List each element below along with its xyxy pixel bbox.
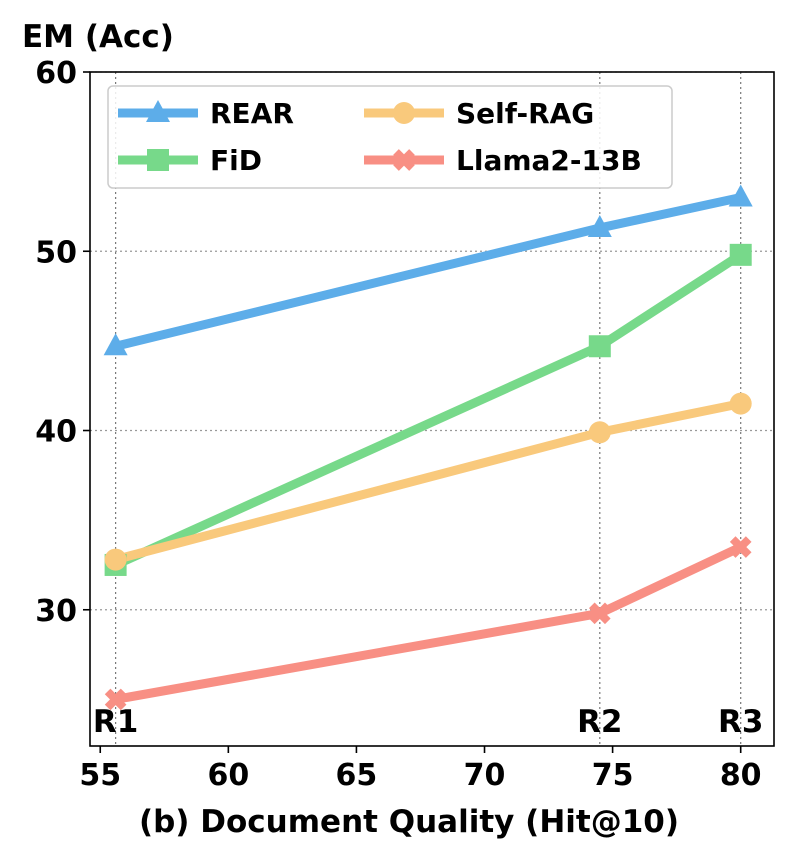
tick-layer: 55 60 65 70 75 80 30 40 50 60	[35, 56, 761, 793]
series-line	[114, 542, 743, 704]
data-point	[728, 184, 753, 207]
data-point	[104, 548, 127, 571]
x-tick-label: 60	[207, 758, 249, 793]
series-line	[114, 193, 742, 351]
data-point	[729, 536, 752, 558]
legend-label: FiD	[210, 144, 262, 177]
data-point	[588, 602, 611, 625]
y-tick-label: 50	[35, 235, 77, 270]
legend-swatch-marker	[393, 102, 415, 124]
data-point	[588, 335, 611, 358]
legend-swatch-marker	[393, 149, 415, 171]
data-point	[587, 214, 612, 237]
legend: REAR FiD Self-RAG Llama2-13B	[107, 85, 673, 189]
y-tick-label: 40	[35, 415, 77, 450]
legend-items: REAR FiD Self-RAG Llama2-13B	[118, 97, 642, 177]
x-tick-label: 75	[592, 758, 634, 793]
legend-label: Self-RAG	[456, 97, 594, 130]
data-point	[588, 421, 611, 444]
data-point	[729, 243, 752, 266]
legend-label: REAR	[210, 97, 294, 130]
region-label-layer: R1 R2 R3	[93, 704, 764, 740]
data-point	[729, 392, 752, 415]
x-tick-label: 80	[720, 758, 762, 793]
region-label: R3	[718, 704, 763, 740]
region-label: R2	[577, 704, 622, 740]
y-tick-label: 30	[35, 594, 77, 629]
legend-swatch-marker	[146, 100, 170, 122]
y-tick-label: 60	[35, 56, 77, 91]
y-axis-title: EM (Acc)	[22, 19, 174, 55]
region-label: R1	[93, 704, 138, 740]
x-tick-label: 55	[79, 758, 121, 793]
plot-frame	[89, 71, 775, 747]
legend-swatch-marker	[147, 149, 169, 171]
x-tick-label: 70	[464, 758, 506, 793]
legend-frame	[107, 85, 673, 189]
data-point	[103, 333, 128, 356]
x-axis-title: (b) Document Quality (Hit@10)	[139, 804, 679, 840]
x-tick-label: 65	[336, 758, 378, 793]
series-layer	[103, 184, 753, 711]
legend-label: Llama2-13B	[456, 144, 642, 177]
data-point	[104, 688, 127, 711]
series-line	[113, 251, 744, 570]
